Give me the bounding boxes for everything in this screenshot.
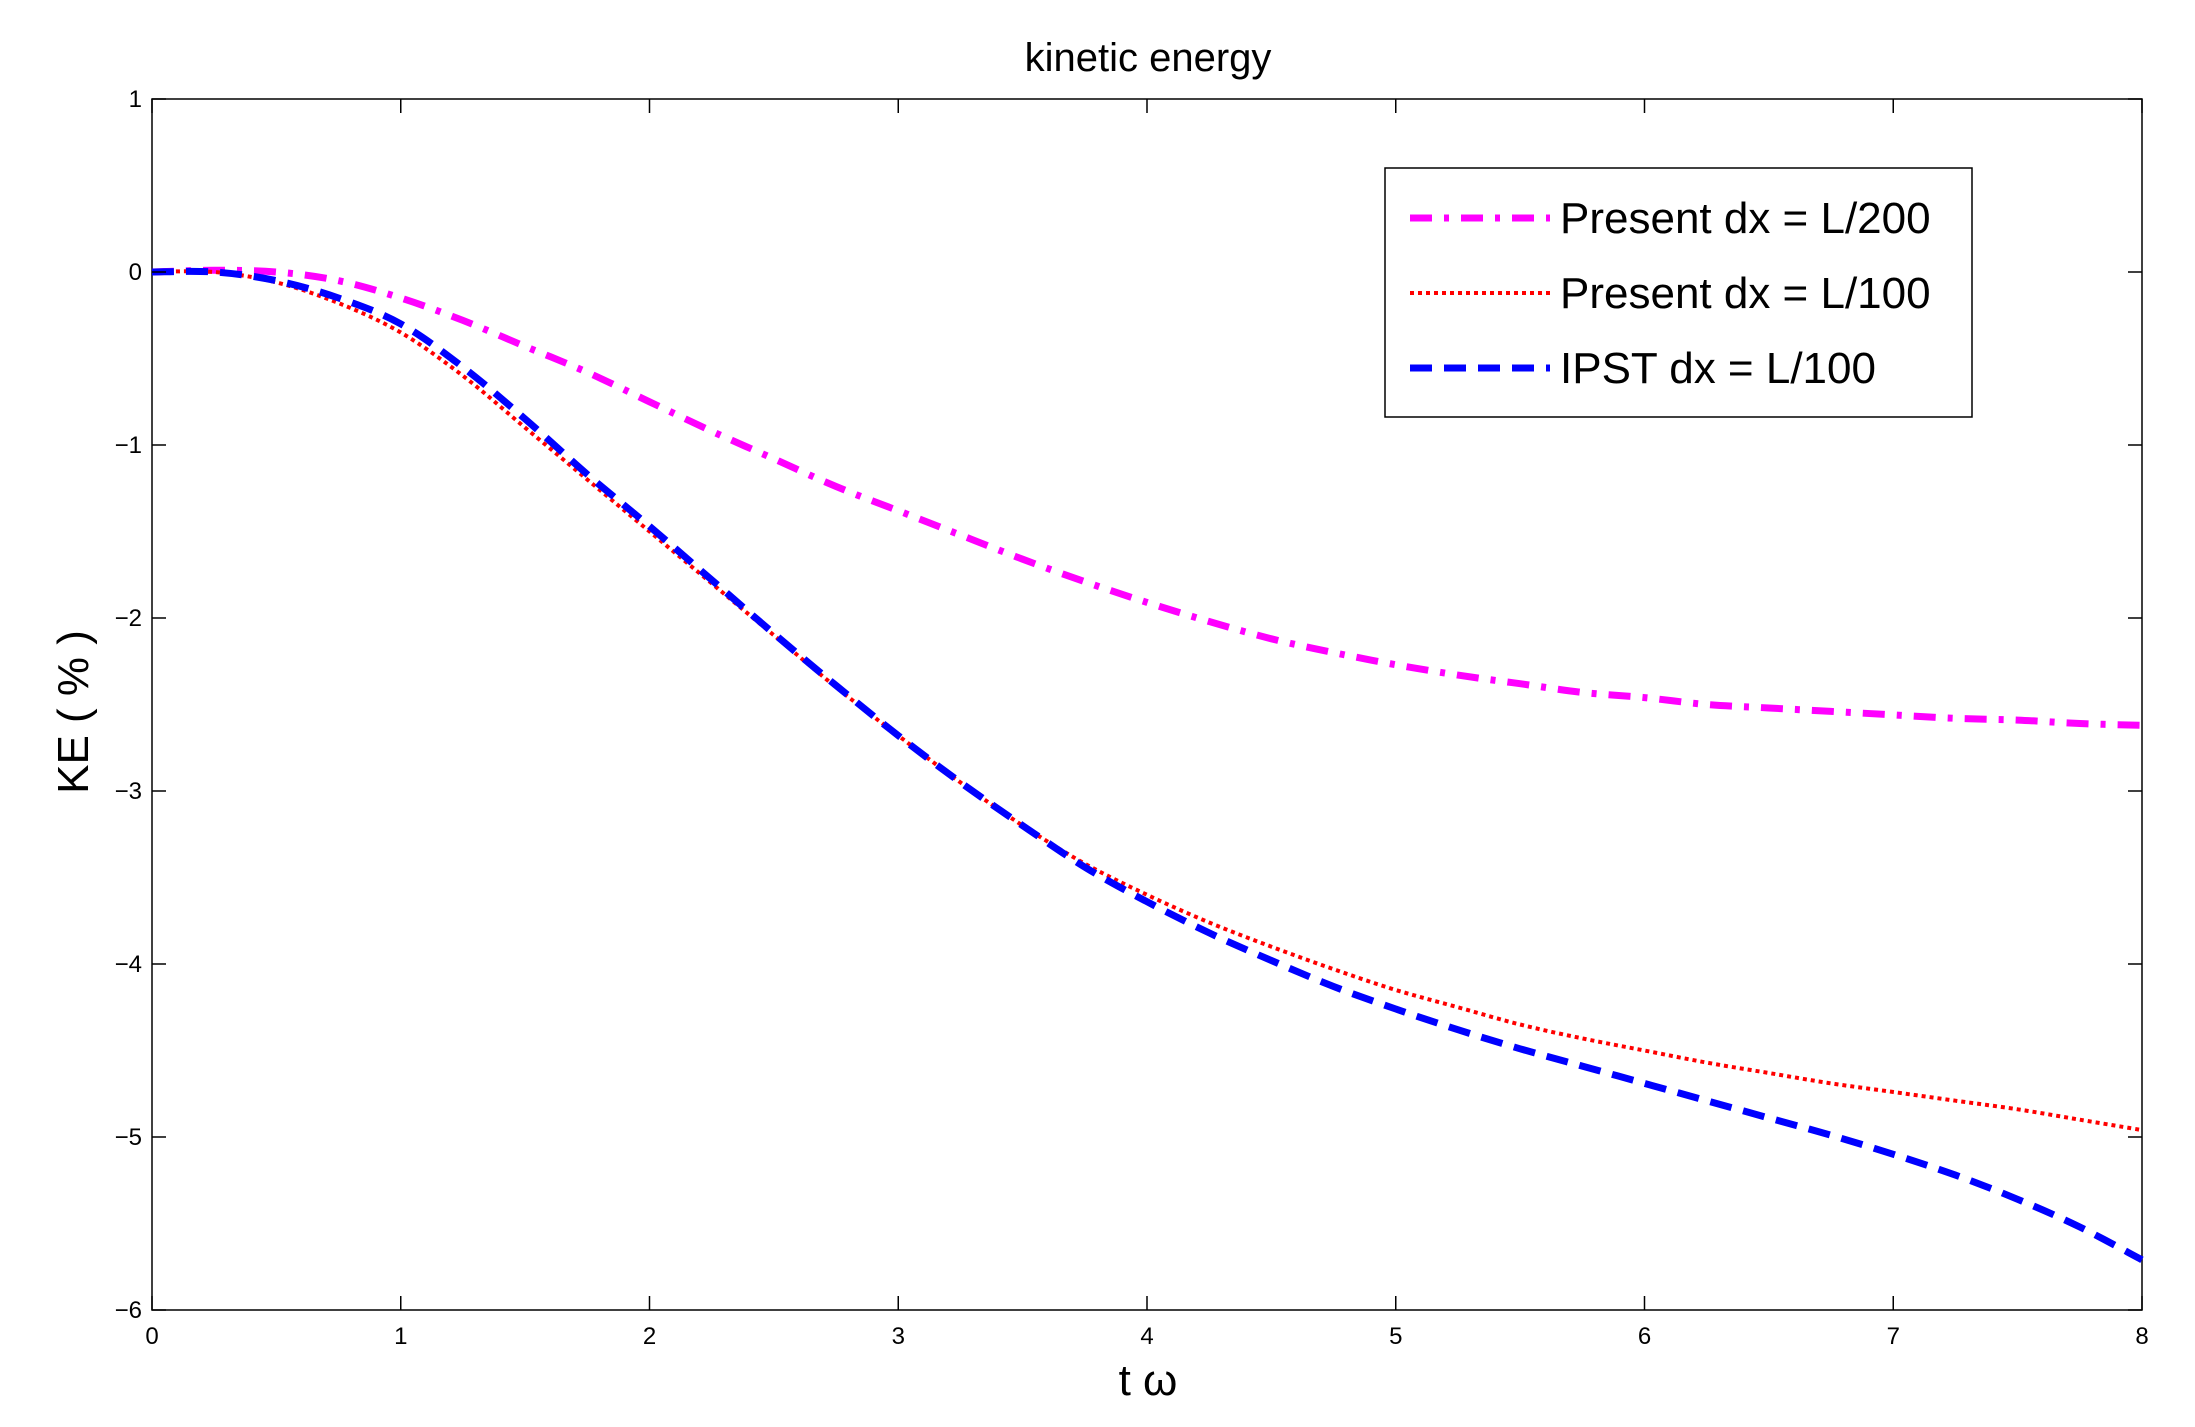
y-tick-label: −3	[115, 778, 142, 805]
x-tick-label: 0	[145, 1323, 158, 1350]
y-tick-label: −4	[115, 951, 142, 978]
series-line-2	[151, 269, 2143, 1133]
series-layer	[151, 266, 2144, 1263]
y-tick-label: −2	[115, 605, 142, 632]
x-tick-label: 8	[2135, 1323, 2148, 1350]
y-axis-ticks: 1 0 −1 −2 −3 −4 −5 −6	[115, 86, 2142, 1324]
series-line-1	[151, 266, 2143, 729]
x-tick-label: 7	[1887, 1323, 1900, 1350]
legend: Present dx = L/200 Present dx = L/100 IPST…	[1384, 167, 1973, 418]
legend-label-2: Present dx = L/100	[1560, 269, 1931, 318]
y-tick-label: −5	[115, 1124, 142, 1151]
y-tick-label: −1	[115, 432, 142, 459]
x-tick-label: 2	[643, 1323, 656, 1350]
y-tick-label: 0	[129, 259, 142, 286]
y-tick-label: −6	[115, 1297, 142, 1324]
series-line-3	[151, 267, 2144, 1263]
y-tick-label: 1	[129, 86, 142, 113]
x-tick-label: 1	[394, 1323, 407, 1350]
x-tick-label: 5	[1389, 1323, 1402, 1350]
x-tick-label: 4	[1140, 1323, 1153, 1350]
chart-title: kinetic energy	[1025, 36, 1272, 80]
y-axis-label: KE ( % )	[49, 630, 98, 794]
x-tick-label: 6	[1638, 1323, 1651, 1350]
x-axis-label: t ω	[1119, 1356, 1178, 1405]
legend-label-3: IPST dx = L/100	[1560, 344, 1876, 393]
legend-label-1: Present dx = L/200	[1560, 194, 1931, 243]
x-axis-ticks: 0 1 2 3 4 5 6 7 8	[145, 99, 2149, 1350]
x-tick-label: 3	[892, 1323, 905, 1350]
